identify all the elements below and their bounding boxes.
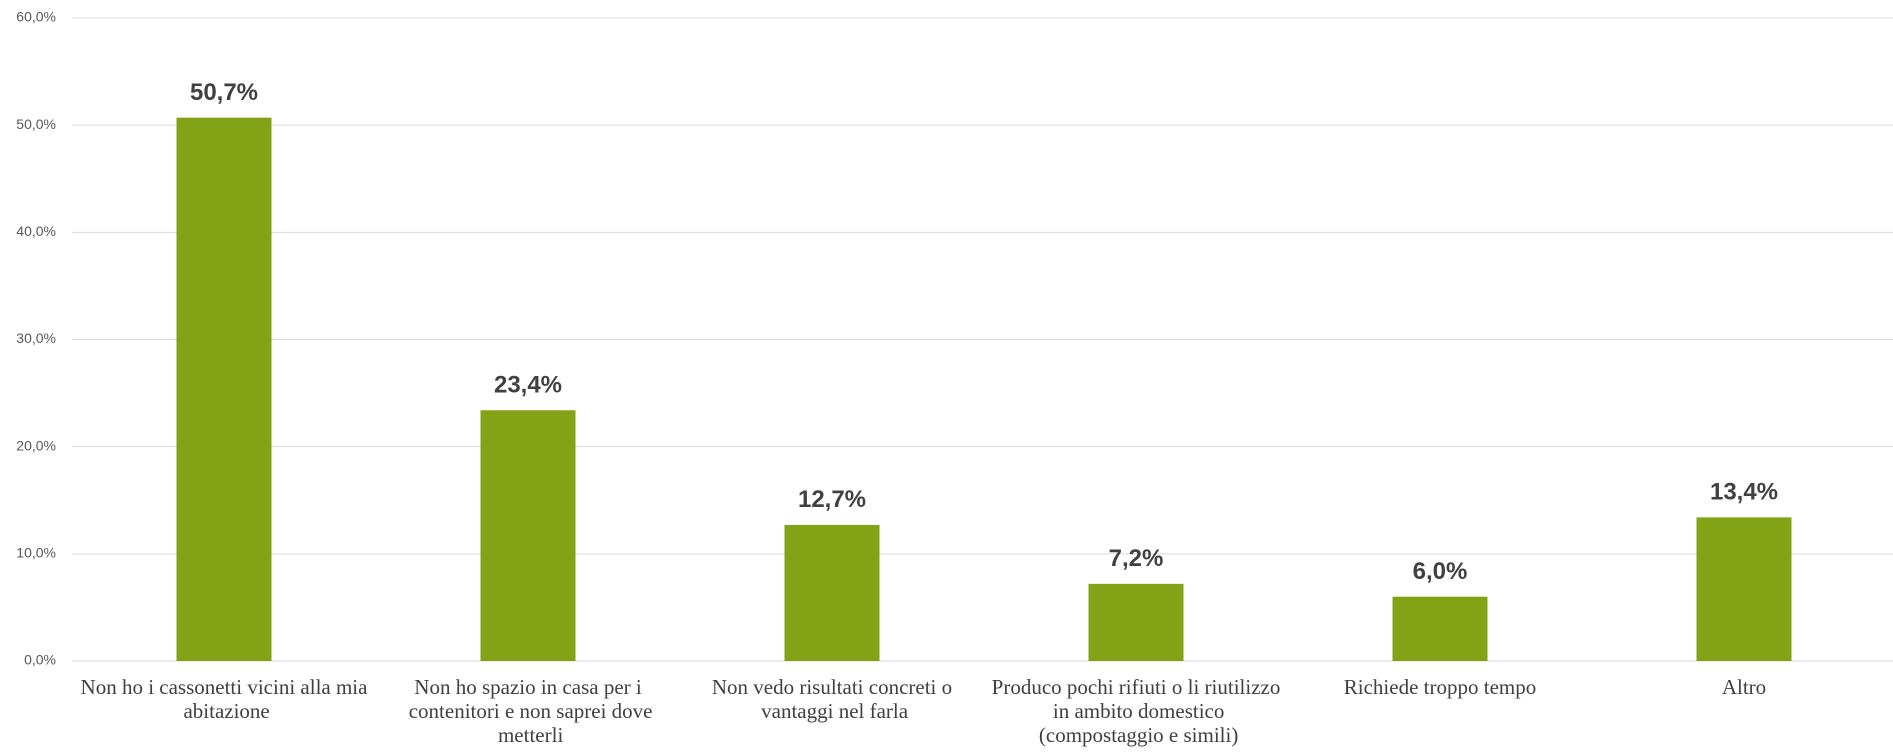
x-tick-label: Non ho spazio in casa per i contenitori … (403, 675, 652, 747)
x-tick-label: Altro (1722, 675, 1766, 699)
bar (784, 524, 880, 661)
data-label: 12,7% (798, 486, 866, 513)
data-label: 50,7% (190, 79, 258, 106)
data-label: 6,0% (1413, 558, 1468, 585)
x-tick-label: Non vedo risultati concreti o vantaggi n… (712, 675, 952, 723)
y-tick-label: 10,0% (16, 545, 56, 561)
y-tick-label: 50,0% (16, 116, 56, 132)
data-label: 23,4% (494, 372, 562, 399)
x-tick-label: Non ho i cassonetti vicini alla mia abit… (81, 675, 369, 723)
bar (176, 117, 272, 662)
bar (480, 410, 576, 661)
y-tick-label: 0,0% (24, 652, 56, 668)
bar (1088, 583, 1184, 661)
bar (1696, 517, 1792, 661)
y-tick-label: 60,0% (16, 9, 56, 25)
x-tick-label: Richiede troppo tempo (1344, 675, 1536, 699)
bar (1392, 596, 1488, 661)
y-tick-label: 20,0% (16, 437, 56, 453)
y-tick-label: 40,0% (16, 223, 56, 239)
x-tick-label: Produco pochi rifiuti o li riutilizzo in… (992, 675, 1281, 747)
data-label: 7,2% (1109, 545, 1164, 572)
y-tick-label: 30,0% (16, 330, 56, 346)
data-label: 13,4% (1710, 479, 1778, 506)
